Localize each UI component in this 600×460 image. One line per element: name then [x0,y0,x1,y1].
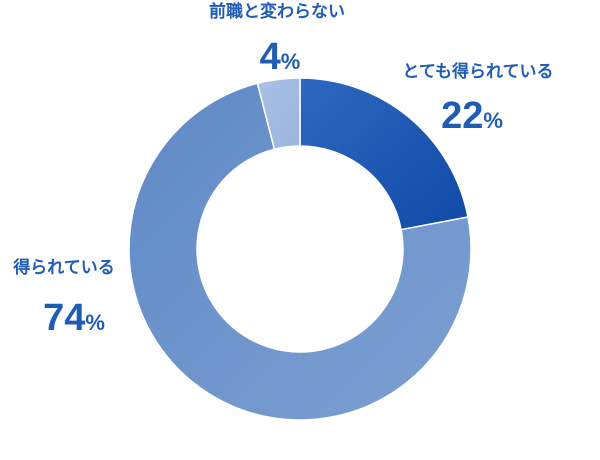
slice-eraretei [128,82,472,421]
label-totemo: とても得られている [402,61,553,82]
slice-totemo [299,77,469,231]
slice-kawaranai [256,77,301,151]
label-eraretei: 得られている [12,257,115,278]
donut-labels: とても得られている 22% 得られている 74% 前職と変わらない 4% [12,1,553,339]
value-eraretei: 74% [43,297,105,339]
value-kawaranai: 4% [260,36,301,78]
label-kawaranai: 前職と変わらない [209,1,345,22]
donut-slices [128,77,472,421]
value-totemo: 22% [441,95,503,137]
